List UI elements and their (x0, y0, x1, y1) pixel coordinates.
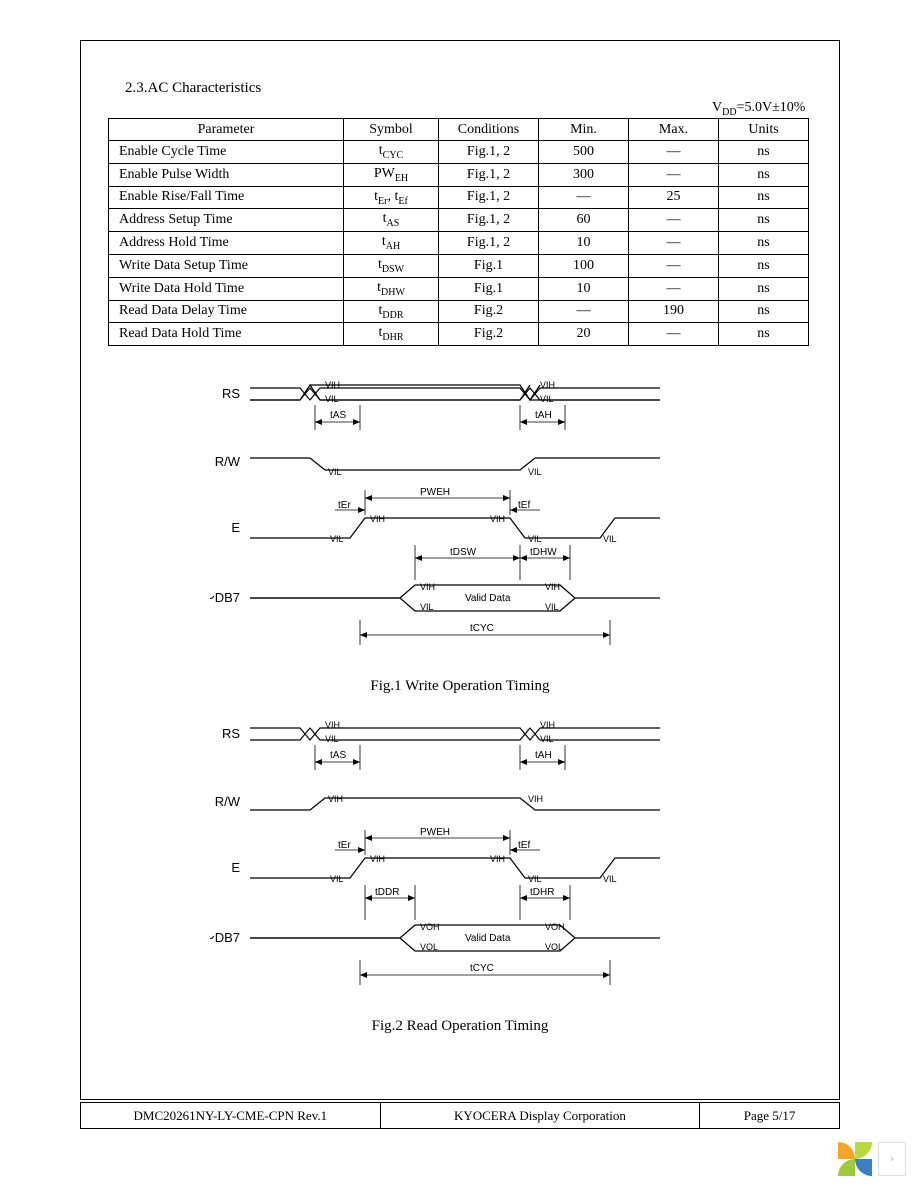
viewer-logo-icon[interactable] (838, 1142, 872, 1176)
svg-text:tEr: tEr (338, 840, 351, 851)
svg-text:VIL: VIL (603, 874, 617, 884)
svg-text:VIL: VIL (528, 534, 542, 544)
svg-text:VIH: VIH (328, 794, 343, 804)
svg-text:tAH: tAH (535, 750, 552, 761)
table-row: Enable Cycle TimetCYCFig.1, 2500—ns (109, 141, 809, 164)
fig1-timing-diagram: RS R/W E DB0～DB7 VIH VIL VIH VIL VIL VIL… (210, 370, 690, 670)
fig2-db-label: DB0～DB7 (210, 930, 240, 945)
svg-text:VIL: VIL (330, 534, 344, 544)
svg-text:VIL: VIL (545, 602, 559, 612)
svg-text:VOH: VOH (545, 922, 565, 932)
vdd-sub: DD (722, 107, 736, 118)
svg-text:VIH: VIH (545, 582, 560, 592)
table-header: Parameter (109, 119, 344, 141)
svg-text:tAS: tAS (330, 750, 346, 761)
svg-text:VIL: VIL (528, 874, 542, 884)
table-row: Write Data Setup TimetDSWFig.1100—ns (109, 254, 809, 277)
table-row: Read Data Hold TimetDHRFig.220—ns (109, 323, 809, 346)
table-header: Units (719, 119, 809, 141)
svg-text:VIH: VIH (370, 514, 385, 524)
table-header: Max. (629, 119, 719, 141)
table-row: Write Data Hold TimetDHWFig.110—ns (109, 277, 809, 300)
svg-text:tDHR: tDHR (530, 887, 554, 898)
ac-characteristics-table: ParameterSymbolConditionsMin.Max.UnitsEn… (108, 118, 809, 346)
svg-text:tAH: tAH (535, 410, 552, 421)
svg-text:VIL: VIL (528, 467, 542, 477)
footer-company: KYOCERA Display Corporation (380, 1103, 700, 1129)
section-title: 2.3.AC Characteristics (125, 80, 261, 97)
svg-text:VOH: VOH (420, 922, 440, 932)
svg-text:tCYC: tCYC (470, 623, 494, 634)
fig2-rs-label: RS (222, 726, 240, 741)
fig1-rw-label: R/W (215, 454, 241, 469)
svg-text:tEr: tEr (338, 500, 351, 511)
svg-text:VIH: VIH (325, 380, 340, 390)
fig2-e-label: E (231, 860, 240, 875)
svg-text:tDSW: tDSW (450, 547, 477, 558)
svg-text:VIL: VIL (603, 534, 617, 544)
svg-text:Valid Data: Valid Data (465, 933, 511, 944)
svg-text:VIH: VIH (325, 720, 340, 730)
svg-text:VIL: VIL (420, 602, 434, 612)
fig1-caption: Fig.1 Write Operation Timing (80, 678, 840, 695)
svg-text:VIL: VIL (328, 467, 342, 477)
svg-text:VIH: VIH (370, 854, 385, 864)
svg-text:tDDR: tDDR (375, 887, 399, 898)
viewer-widget: › (838, 1142, 906, 1176)
table-header: Min. (539, 119, 629, 141)
table-row: Enable Rise/Fall TimetEr, tEfFig.1, 2—25… (109, 186, 809, 209)
footer-page: Page 5/17 (700, 1103, 840, 1129)
svg-text:tAS: tAS (330, 410, 346, 421)
vdd-note: VDD=5.0V±10% (712, 100, 805, 118)
table-row: Enable Pulse WidthPWEHFig.1, 2300—ns (109, 163, 809, 186)
table-row: Address Hold TimetAHFig.1, 210—ns (109, 232, 809, 255)
table-row: Read Data Delay TimetDDRFig.2—190ns (109, 300, 809, 323)
svg-text:VIL: VIL (330, 874, 344, 884)
svg-text:VIH: VIH (420, 582, 435, 592)
table-row: Address Setup TimetASFig.1, 260—ns (109, 209, 809, 232)
svg-text:tCYC: tCYC (470, 963, 494, 974)
vdd-v: V (712, 100, 722, 115)
svg-text:VIH: VIH (490, 514, 505, 524)
vdd-val: =5.0V±10% (737, 100, 806, 115)
svg-text:PWEH: PWEH (420, 827, 450, 838)
svg-text:VIH: VIH (490, 854, 505, 864)
fig2-caption: Fig.2 Read Operation Timing (80, 1018, 840, 1035)
fig1-db-label: DB0～DB7 (210, 590, 240, 605)
page-footer: DMC20261NY-LY-CME-CPN Rev.1 KYOCERA Disp… (80, 1102, 840, 1129)
svg-text:tEf: tEf (518, 500, 530, 511)
chevron-right-icon: › (890, 1151, 895, 1167)
svg-text:VIL: VIL (325, 734, 339, 744)
svg-text:VOL: VOL (420, 942, 438, 952)
footer-doc: DMC20261NY-LY-CME-CPN Rev.1 (81, 1103, 381, 1129)
fig2-rw-label: R/W (215, 794, 241, 809)
svg-text:VOL: VOL (545, 942, 563, 952)
fig1-rs-label: RS (222, 386, 240, 401)
svg-text:tDHW: tDHW (530, 547, 557, 558)
fig1-e-label: E (231, 520, 240, 535)
svg-text:VIL: VIL (325, 394, 339, 404)
svg-text:tEf: tEf (518, 840, 530, 851)
svg-text:VIL: VIL (540, 734, 554, 744)
table-header: Symbol (344, 119, 439, 141)
fig2-timing-diagram: RS R/W E DB0～DB7 VIH VIL VIH VIL VIH VIH… (210, 710, 690, 1010)
svg-text:VIL: VIL (540, 394, 554, 404)
svg-text:Valid Data: Valid Data (465, 593, 511, 604)
svg-text:VIH: VIH (540, 380, 555, 390)
table-header: Conditions (439, 119, 539, 141)
next-page-button[interactable]: › (878, 1142, 906, 1176)
svg-text:VIH: VIH (528, 794, 543, 804)
svg-text:PWEH: PWEH (420, 487, 450, 498)
svg-text:VIH: VIH (540, 720, 555, 730)
